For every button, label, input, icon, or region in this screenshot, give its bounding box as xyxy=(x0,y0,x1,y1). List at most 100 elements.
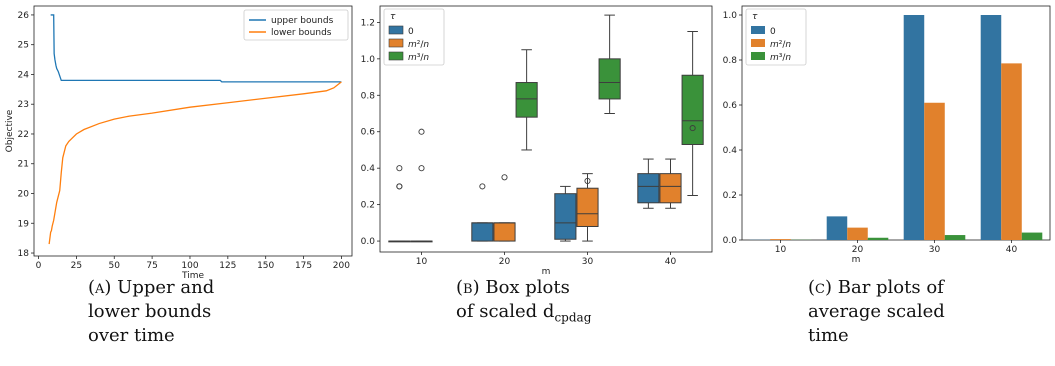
bar xyxy=(867,237,889,240)
x-tick-label-a: 175 xyxy=(295,261,312,271)
box-outlier xyxy=(479,183,486,190)
box-outlier xyxy=(584,177,591,184)
x-tick-label-b: 20 xyxy=(499,257,511,267)
x-tick-label-a: 150 xyxy=(257,261,274,271)
caption-a-tag: (a) xyxy=(88,277,112,298)
caption-b-subscript: cpdag xyxy=(554,310,592,325)
box-outlier xyxy=(418,165,425,172)
bar-chart: 0.0 0.2 0.4 0.6 0.8 1.0 10 20 30 40 m τ 0 m²/n m³/n xyxy=(723,5,1051,265)
caption-a-line-1: Upper and xyxy=(117,277,215,298)
box-plot-chart: 0.0 0.2 0.4 0.6 0.8 1.0 1.2 10 20 30 40 m τ 0 m²/n m³/n xyxy=(361,5,713,277)
x-tick-label-a: 25 xyxy=(71,261,82,271)
bar xyxy=(847,227,868,240)
legend-box-a xyxy=(243,9,349,41)
x-tick-label-a: 100 xyxy=(181,261,198,271)
legend-label-b: 0 xyxy=(408,27,414,37)
box-body xyxy=(515,82,538,118)
legend-title-c: τ xyxy=(752,12,758,22)
box-body xyxy=(471,222,494,242)
x-tick-label-b: 10 xyxy=(416,257,428,267)
caption-c: (c) Bar plots of average scaled time xyxy=(808,276,988,348)
x-tick-label-b: 40 xyxy=(665,257,677,267)
box-body xyxy=(659,173,682,204)
box-body xyxy=(637,173,660,204)
y-tick-label-a: 18 xyxy=(18,249,30,259)
caption-c-tag: (c) xyxy=(808,277,832,298)
y-tick-label-a: 24 xyxy=(18,70,30,80)
x-tick-label-c: 40 xyxy=(1006,245,1018,255)
legend-label-c: m²/n xyxy=(770,40,791,50)
plot-frame-c xyxy=(741,5,1051,241)
caption-b-line-2: of scaled d xyxy=(456,301,555,322)
x-axis-label-a: Time xyxy=(181,271,204,281)
legend-swatch-b xyxy=(388,51,404,61)
legend-label-a: lower bounds xyxy=(271,28,332,38)
y-tick-label-c: 0.8 xyxy=(723,56,738,66)
caption-b-line-1: Box plots xyxy=(485,277,570,298)
caption-b-tag: (b) xyxy=(456,277,480,298)
y-tick-label-a: 21 xyxy=(18,160,29,170)
legend-box-c xyxy=(745,8,807,66)
box-outlier xyxy=(501,174,508,181)
y-tick-label-a: 22 xyxy=(18,130,29,140)
plot-frame-a xyxy=(33,5,353,257)
series-line-upper xyxy=(50,14,342,83)
x-tick-label-a: 75 xyxy=(146,261,157,271)
x-axis-label-c: m xyxy=(852,255,861,265)
legend-label-b: m²/n xyxy=(408,40,429,50)
line-chart-bounds: 0 25 50 75 100 125 150 175 200 18 19 20 21 22 23 24 25 26… xyxy=(5,5,353,281)
x-tick-label-c: 20 xyxy=(852,245,864,255)
box-body xyxy=(598,58,621,100)
legend-swatch-b xyxy=(388,38,404,48)
caption-a-line-3: over time xyxy=(88,325,175,346)
y-tick-label-c: 0.4 xyxy=(723,146,738,156)
box-body xyxy=(681,74,704,145)
bar xyxy=(1021,232,1043,240)
y-tick-label-b: 1.2 xyxy=(361,18,375,28)
caption-a: (a) Upper and lower bounds over time xyxy=(88,276,268,348)
legend-swatch-c xyxy=(751,39,765,47)
legend-swatch-c xyxy=(751,52,765,60)
y-tick-label-a: 23 xyxy=(18,100,29,110)
bar xyxy=(770,239,791,240)
x-tick-label-b: 30 xyxy=(582,257,594,267)
y-tick-label-c: 0.0 xyxy=(723,236,738,246)
y-tick-label-c: 0.2 xyxy=(723,191,737,201)
x-tick-label-a: 50 xyxy=(109,261,121,271)
x-tick-label-c: 10 xyxy=(775,245,787,255)
box-outlier xyxy=(396,165,403,172)
x-tick-label-c: 30 xyxy=(929,245,941,255)
legend-label-b: m³/n xyxy=(408,53,429,63)
box-body xyxy=(576,187,599,227)
y-tick-label-b: 0.8 xyxy=(361,91,376,101)
x-tick-label-a: 200 xyxy=(333,261,350,271)
bar xyxy=(980,15,1002,240)
y-tick-label-a: 19 xyxy=(18,219,30,229)
caption-a-line-2: lower bounds xyxy=(88,301,212,322)
caption-b: (b) Box plots of scaled dcpdag xyxy=(456,276,656,330)
bar xyxy=(944,235,966,240)
legend-label-c: 0 xyxy=(770,27,776,37)
legend-box-b xyxy=(383,8,445,66)
y-tick-label-b: 1.0 xyxy=(361,55,376,65)
caption-c-line-3: time xyxy=(808,325,849,346)
legend-label-c: m³/n xyxy=(770,53,791,63)
legend-label-a: upper bounds xyxy=(271,16,334,26)
legend-swatch-c xyxy=(751,26,765,34)
y-tick-label-a: 25 xyxy=(18,41,29,51)
y-tick-label-b: 0.2 xyxy=(361,201,375,211)
y-axis-label-a: Objective xyxy=(5,109,15,152)
y-tick-label-b: 0.4 xyxy=(361,164,376,174)
caption-c-line-2: average scaled xyxy=(808,301,945,322)
series-line-lower xyxy=(48,81,342,245)
legend-title-b: τ xyxy=(390,12,396,22)
plot-frame-b xyxy=(379,5,713,253)
x-tick-label-a: 125 xyxy=(219,261,236,271)
box-outlier xyxy=(689,125,696,132)
bar xyxy=(924,102,945,240)
bar xyxy=(826,216,848,240)
box-outlier xyxy=(396,183,403,190)
y-tick-label-c: 0.6 xyxy=(723,101,738,111)
x-tick-label-a: 0 xyxy=(36,261,42,271)
box-outlier xyxy=(418,128,425,135)
